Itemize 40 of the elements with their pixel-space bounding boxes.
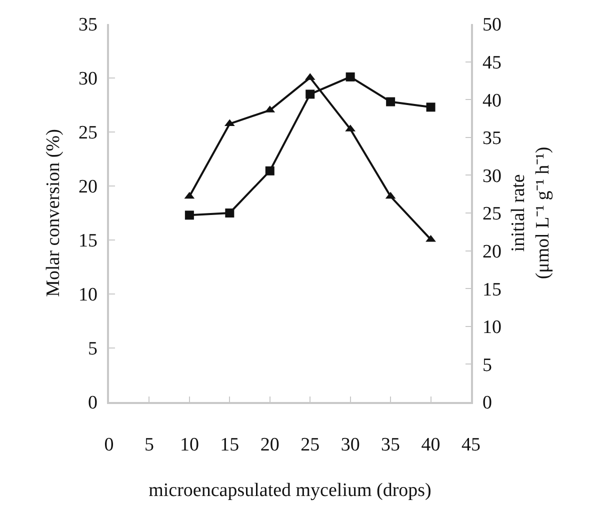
point: [306, 90, 315, 99]
y2-tick-label: 5: [482, 354, 492, 376]
x-tick-label: 10: [180, 434, 199, 456]
y-tick-label: 15: [78, 230, 98, 252]
point: [426, 102, 436, 112]
point: [346, 72, 355, 82]
y-tick-label: 20: [78, 176, 98, 198]
x-tick-label: 30: [340, 434, 360, 456]
x-tick-label: 0: [104, 434, 114, 456]
x-tick-label: 5: [144, 434, 154, 456]
y-tick-label: 35: [78, 14, 98, 36]
y2-tick-label: 15: [482, 279, 502, 300]
x-tick-label: 45: [462, 434, 480, 456]
point: [386, 97, 396, 106]
x-axis-title: microencapsulated mycelium (drops): [148, 480, 432, 501]
x-tick-label: 25: [300, 434, 320, 456]
y2-axis-title: initial rate (μmol L⁻¹ g⁻¹ h⁻¹): [508, 146, 554, 280]
y-tick-label: 10: [78, 284, 98, 306]
point: [265, 166, 274, 176]
x-tick-label: 40: [421, 434, 440, 456]
y-axis-title: Molar conversion (%): [42, 129, 64, 297]
y2-tick-label: 25: [482, 204, 502, 225]
y-tick-label: 25: [78, 122, 98, 144]
y-tick-label: 30: [78, 68, 98, 90]
x-tick-label: 20: [260, 434, 280, 456]
y2-tick-label: 10: [482, 317, 502, 338]
y-tick-label: 5: [88, 338, 98, 360]
point: [225, 208, 234, 218]
y2-tick-label: 50: [482, 14, 502, 36]
y2-tick-label: 30: [482, 166, 502, 187]
y2-tick-label: 35: [482, 128, 502, 150]
x-tick-label: 35: [381, 434, 400, 456]
point: [426, 234, 436, 242]
y2-tick-label: 0: [482, 392, 492, 414]
y-tick-label: 0: [88, 392, 98, 414]
y2-tick-label: 20: [482, 241, 502, 262]
y2-tick-label: 40: [482, 90, 502, 112]
x-tick-label: 15: [220, 434, 240, 456]
point: [184, 210, 194, 220]
y2-tick-label: 45: [482, 52, 502, 74]
